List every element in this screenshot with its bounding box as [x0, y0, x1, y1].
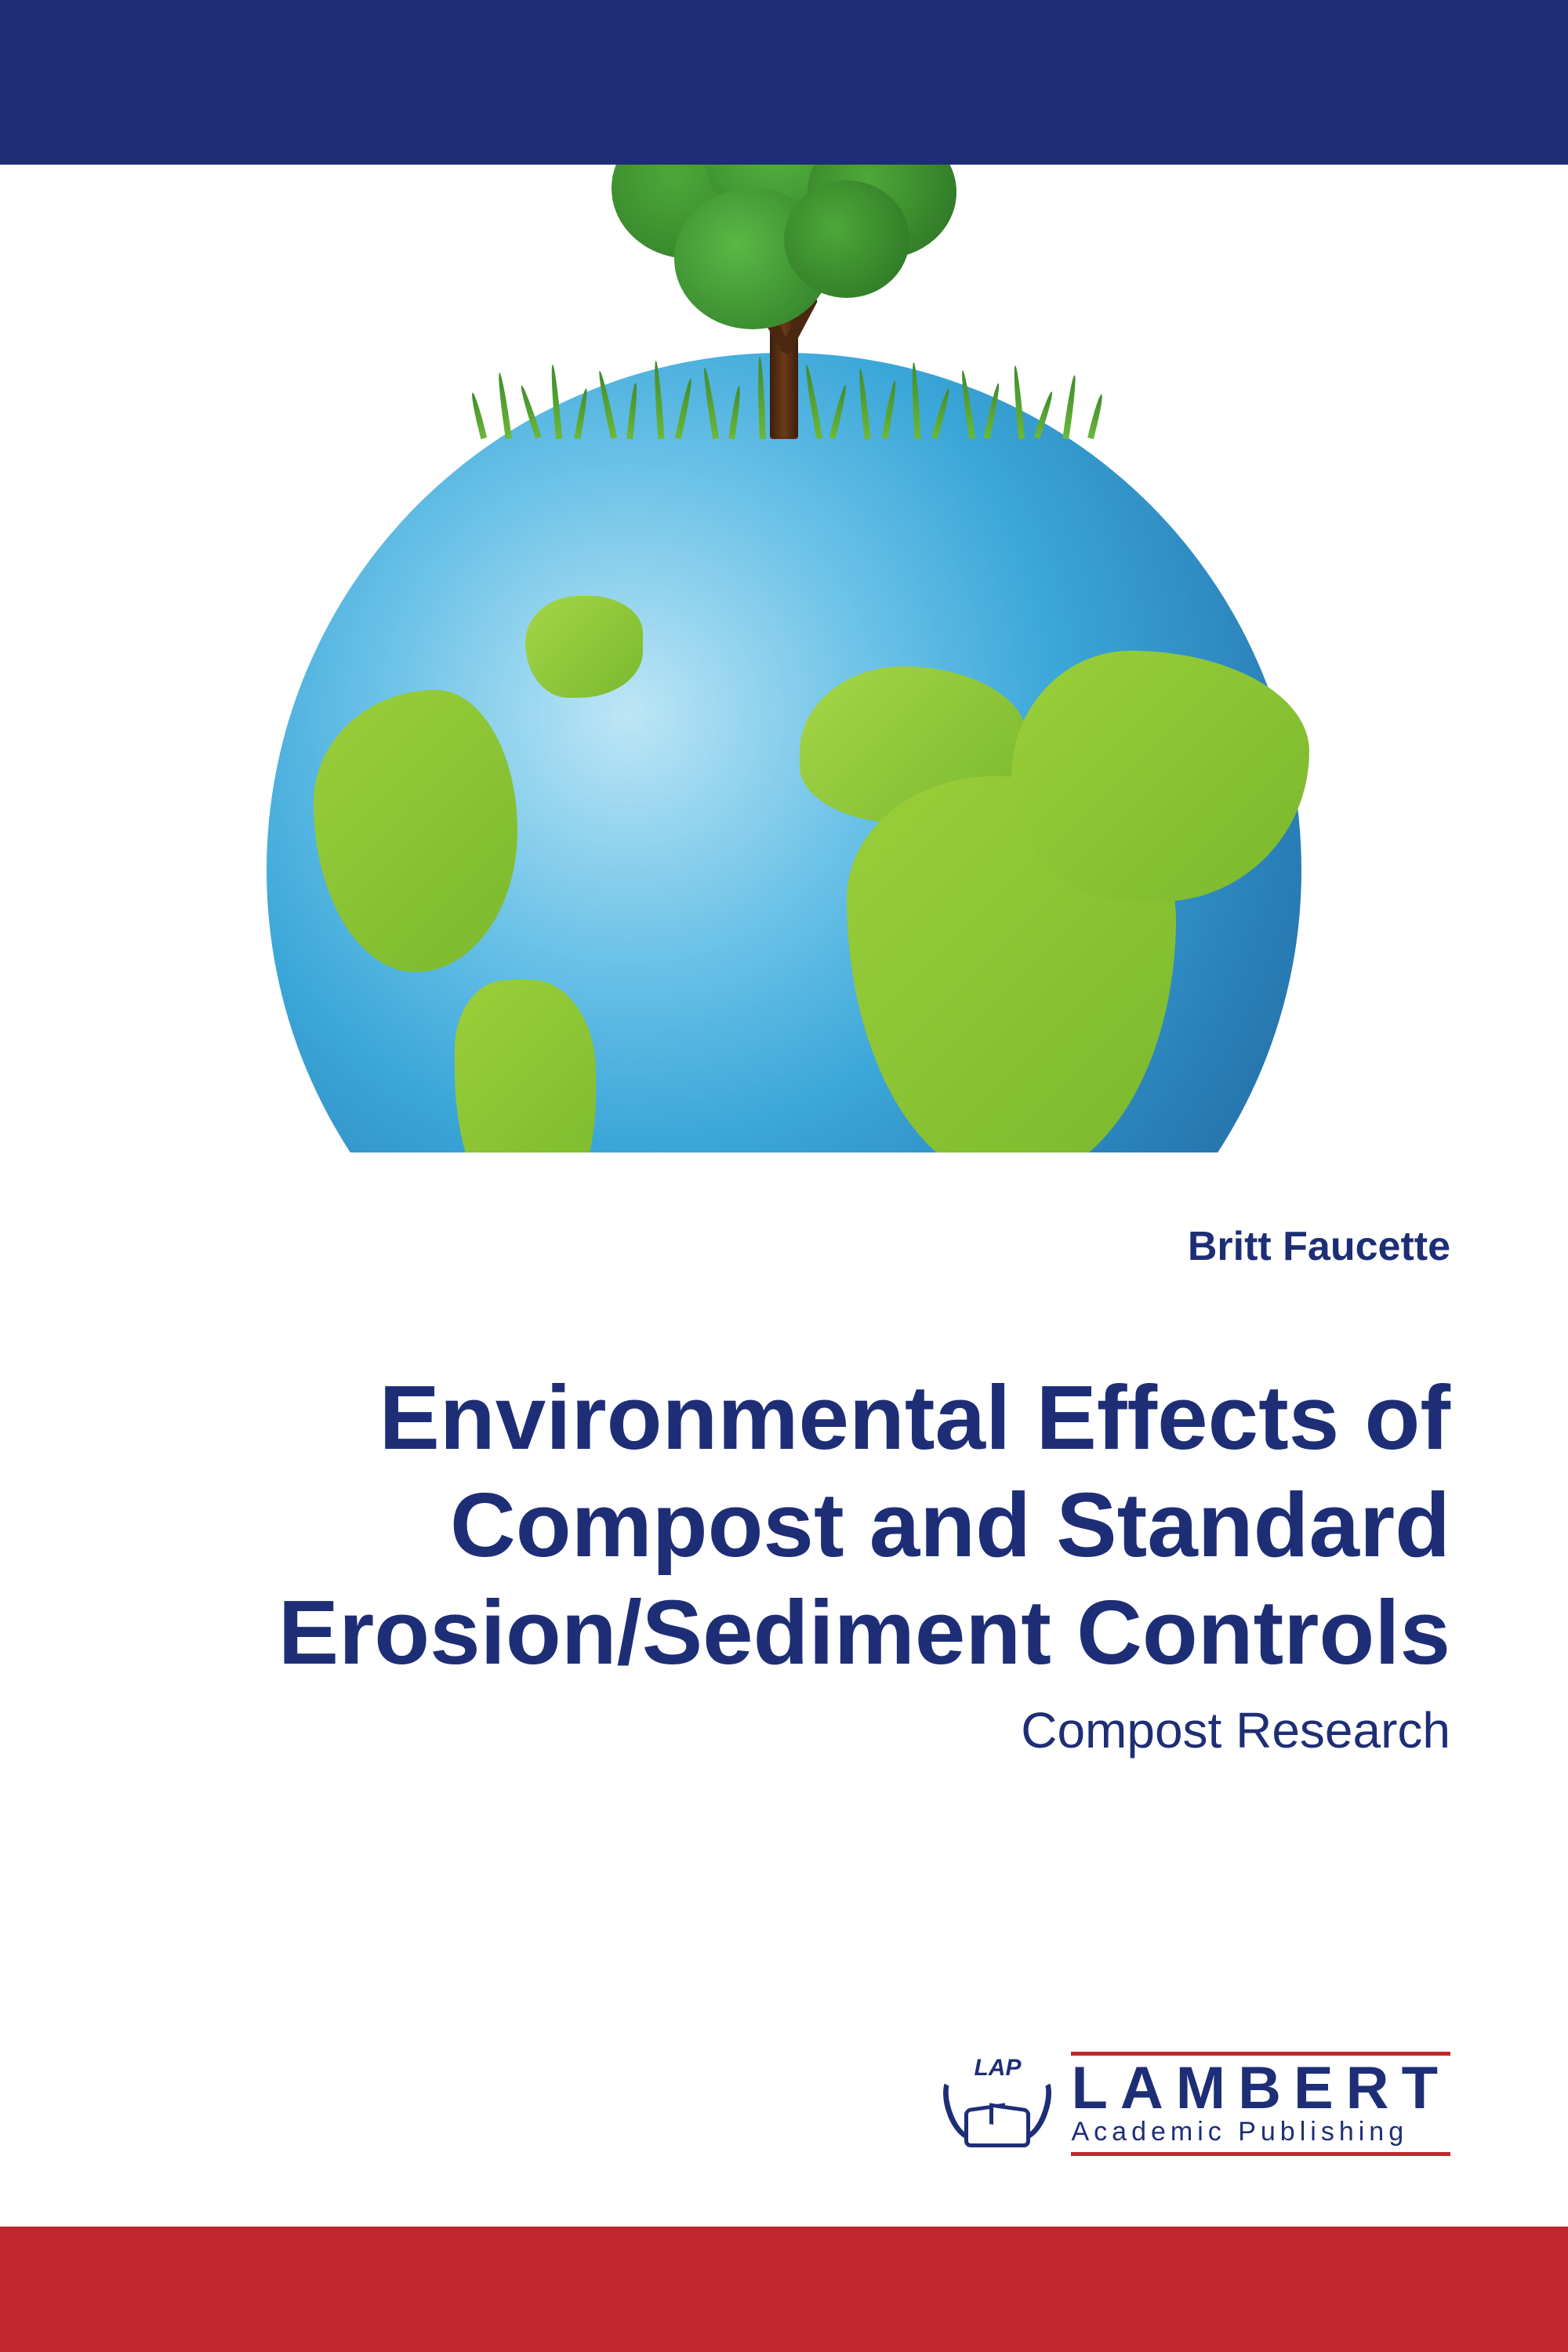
publisher-block: LAP LAMBERT Academic Publishing — [942, 2052, 1450, 2156]
publisher-rule-bottom — [1071, 2152, 1450, 2156]
bottom-red-bar — [0, 2227, 1568, 2352]
author-name: Britt Faucette — [1188, 1223, 1450, 1270]
publisher-logo-text: LAP — [974, 2055, 1021, 2082]
tree-canopy — [588, 165, 980, 329]
tree-icon — [580, 165, 988, 439]
book-subtitle: Compost Research — [1021, 1701, 1450, 1759]
publisher-logo-icon: LAP — [942, 2053, 1052, 2155]
continent-greenland — [525, 596, 643, 698]
publisher-text: LAMBERT Academic Publishing — [1071, 2052, 1450, 2156]
continent-north-america — [314, 690, 517, 972]
top-navy-bar — [0, 0, 1568, 165]
earth-globe — [267, 353, 1301, 1152]
book-title: Environmental Effects of Compost and Sta… — [71, 1364, 1450, 1686]
book-cover: Britt Faucette Environmental Effects of … — [0, 0, 1568, 2352]
continent-south-america — [455, 980, 596, 1152]
publisher-tagline: Academic Publishing — [1071, 2117, 1450, 2147]
globe-illustration — [243, 165, 1325, 1152]
publisher-name: LAMBERT — [1071, 2059, 1450, 2118]
continent-asia — [1011, 651, 1309, 902]
